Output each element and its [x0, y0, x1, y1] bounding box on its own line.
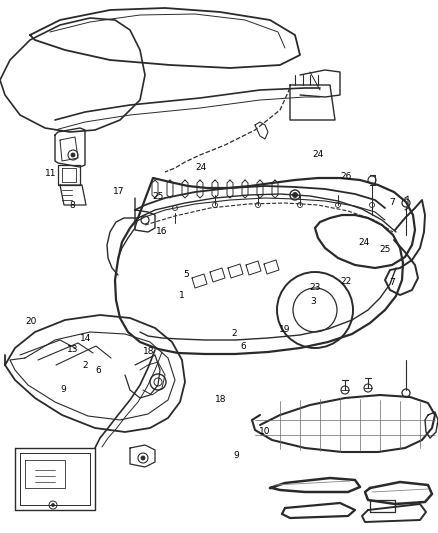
Text: 6: 6 — [240, 342, 246, 351]
Text: 2: 2 — [232, 329, 237, 337]
Text: 16: 16 — [156, 228, 168, 236]
Text: 22: 22 — [340, 277, 352, 286]
Circle shape — [141, 456, 145, 460]
Text: 26: 26 — [340, 173, 352, 181]
Text: 3: 3 — [310, 297, 316, 305]
Text: 20: 20 — [25, 317, 36, 326]
Text: 14: 14 — [80, 334, 91, 343]
Text: 25: 25 — [380, 245, 391, 254]
Text: 1: 1 — [179, 292, 185, 300]
Text: 10: 10 — [259, 427, 271, 436]
Circle shape — [293, 192, 297, 198]
Text: 2: 2 — [83, 361, 88, 369]
Text: 18: 18 — [215, 395, 227, 404]
Text: 6: 6 — [95, 366, 102, 375]
Text: 11: 11 — [45, 169, 56, 177]
Text: 13: 13 — [67, 345, 78, 353]
Text: 9: 9 — [60, 385, 67, 393]
Text: 19: 19 — [279, 325, 290, 334]
Text: 7: 7 — [389, 198, 395, 207]
Text: 5: 5 — [183, 270, 189, 279]
Text: 17: 17 — [113, 188, 124, 196]
Text: 24: 24 — [196, 164, 207, 172]
Text: 7: 7 — [389, 278, 395, 287]
Text: 18: 18 — [143, 348, 155, 356]
Text: 25: 25 — [152, 192, 163, 200]
Circle shape — [71, 153, 75, 157]
Text: 23: 23 — [310, 284, 321, 292]
Text: 8: 8 — [69, 201, 75, 209]
Text: 24: 24 — [312, 150, 323, 159]
Circle shape — [52, 504, 54, 506]
Text: 24: 24 — [358, 238, 369, 247]
Text: 9: 9 — [233, 451, 240, 460]
